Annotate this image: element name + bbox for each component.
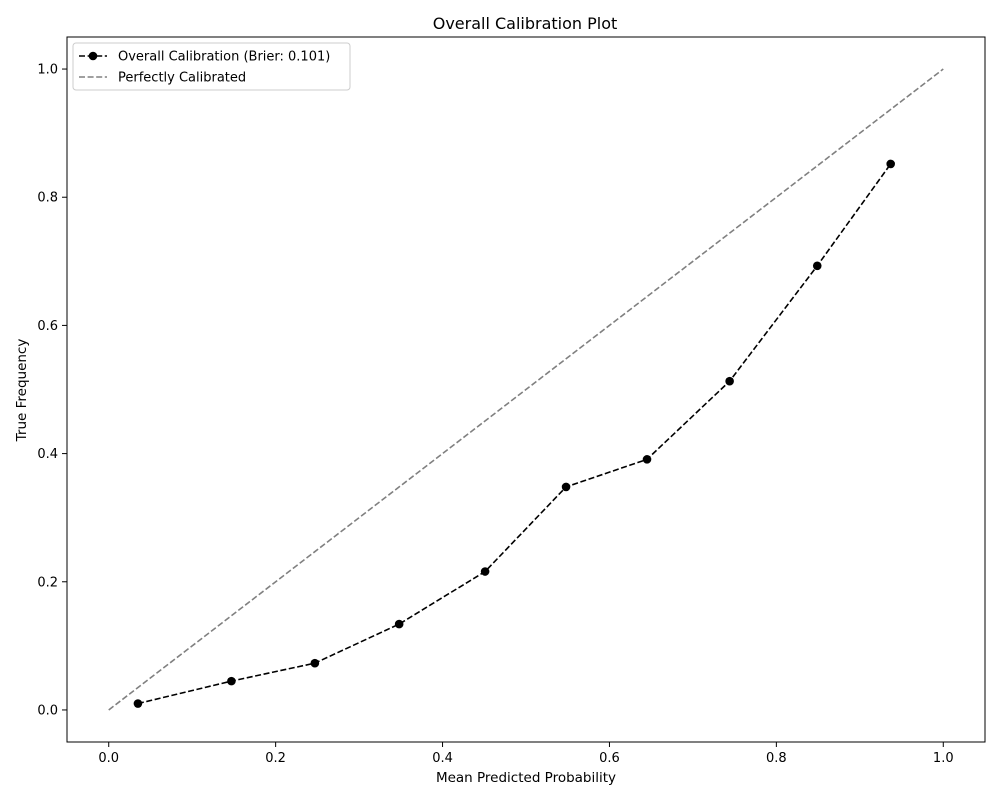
legend-box (72, 42, 351, 91)
y-axis-ticks: 0.0 0.2 0.4 0.6 0.8 1.0 (37, 63, 67, 718)
x-tick-label: 1.0 (933, 751, 954, 766)
y-tick-label: 0.4 (37, 447, 58, 462)
y-tick-label: 0.2 (37, 575, 58, 590)
chart-title: Overall Calibration Plot (433, 14, 618, 33)
y-tick-label: 0.8 (37, 191, 58, 206)
calibration-point (561, 482, 571, 492)
x-axis-label: Mean Predicted Probability (436, 770, 616, 786)
x-tick-label: 0.2 (265, 751, 286, 766)
calibration-point (394, 619, 404, 629)
calibration-point (227, 676, 236, 686)
y-axis-label: True Frequency (14, 339, 30, 443)
legend-marker-swatch (88, 51, 98, 61)
y-tick-label: 1.0 (37, 63, 58, 78)
plot-area-frame (66, 36, 986, 743)
legend-entry-label: Overall Calibration (Brier: 0.101) (118, 50, 330, 65)
calibration-point (310, 658, 320, 668)
calibration-point (725, 376, 734, 386)
calibration-line (137, 163, 892, 705)
calibration-point (133, 699, 143, 708)
calibration-point (642, 455, 652, 464)
legend: Overall Calibration (Brier: 0.101) Perfec… (72, 42, 351, 91)
x-tick-label: 0.4 (432, 751, 453, 766)
y-tick-label: 0.0 (37, 703, 58, 718)
x-tick-label: 0.6 (599, 751, 620, 766)
series-markers (133, 159, 895, 708)
calibration-point (480, 567, 490, 576)
calibration-point (886, 159, 895, 169)
plot-lines (108, 68, 944, 711)
y-tick-label: 0.6 (37, 319, 58, 334)
x-tick-label: 0.0 (98, 751, 119, 766)
legend-entry-label: Perfectly Calibrated (118, 71, 246, 86)
perfect-calibration-line (108, 68, 944, 711)
calibration-point (812, 261, 822, 271)
x-axis-ticks: 0.0 0.2 0.4 0.6 0.8 1.0 (98, 742, 954, 766)
x-tick-label: 0.8 (766, 751, 787, 766)
